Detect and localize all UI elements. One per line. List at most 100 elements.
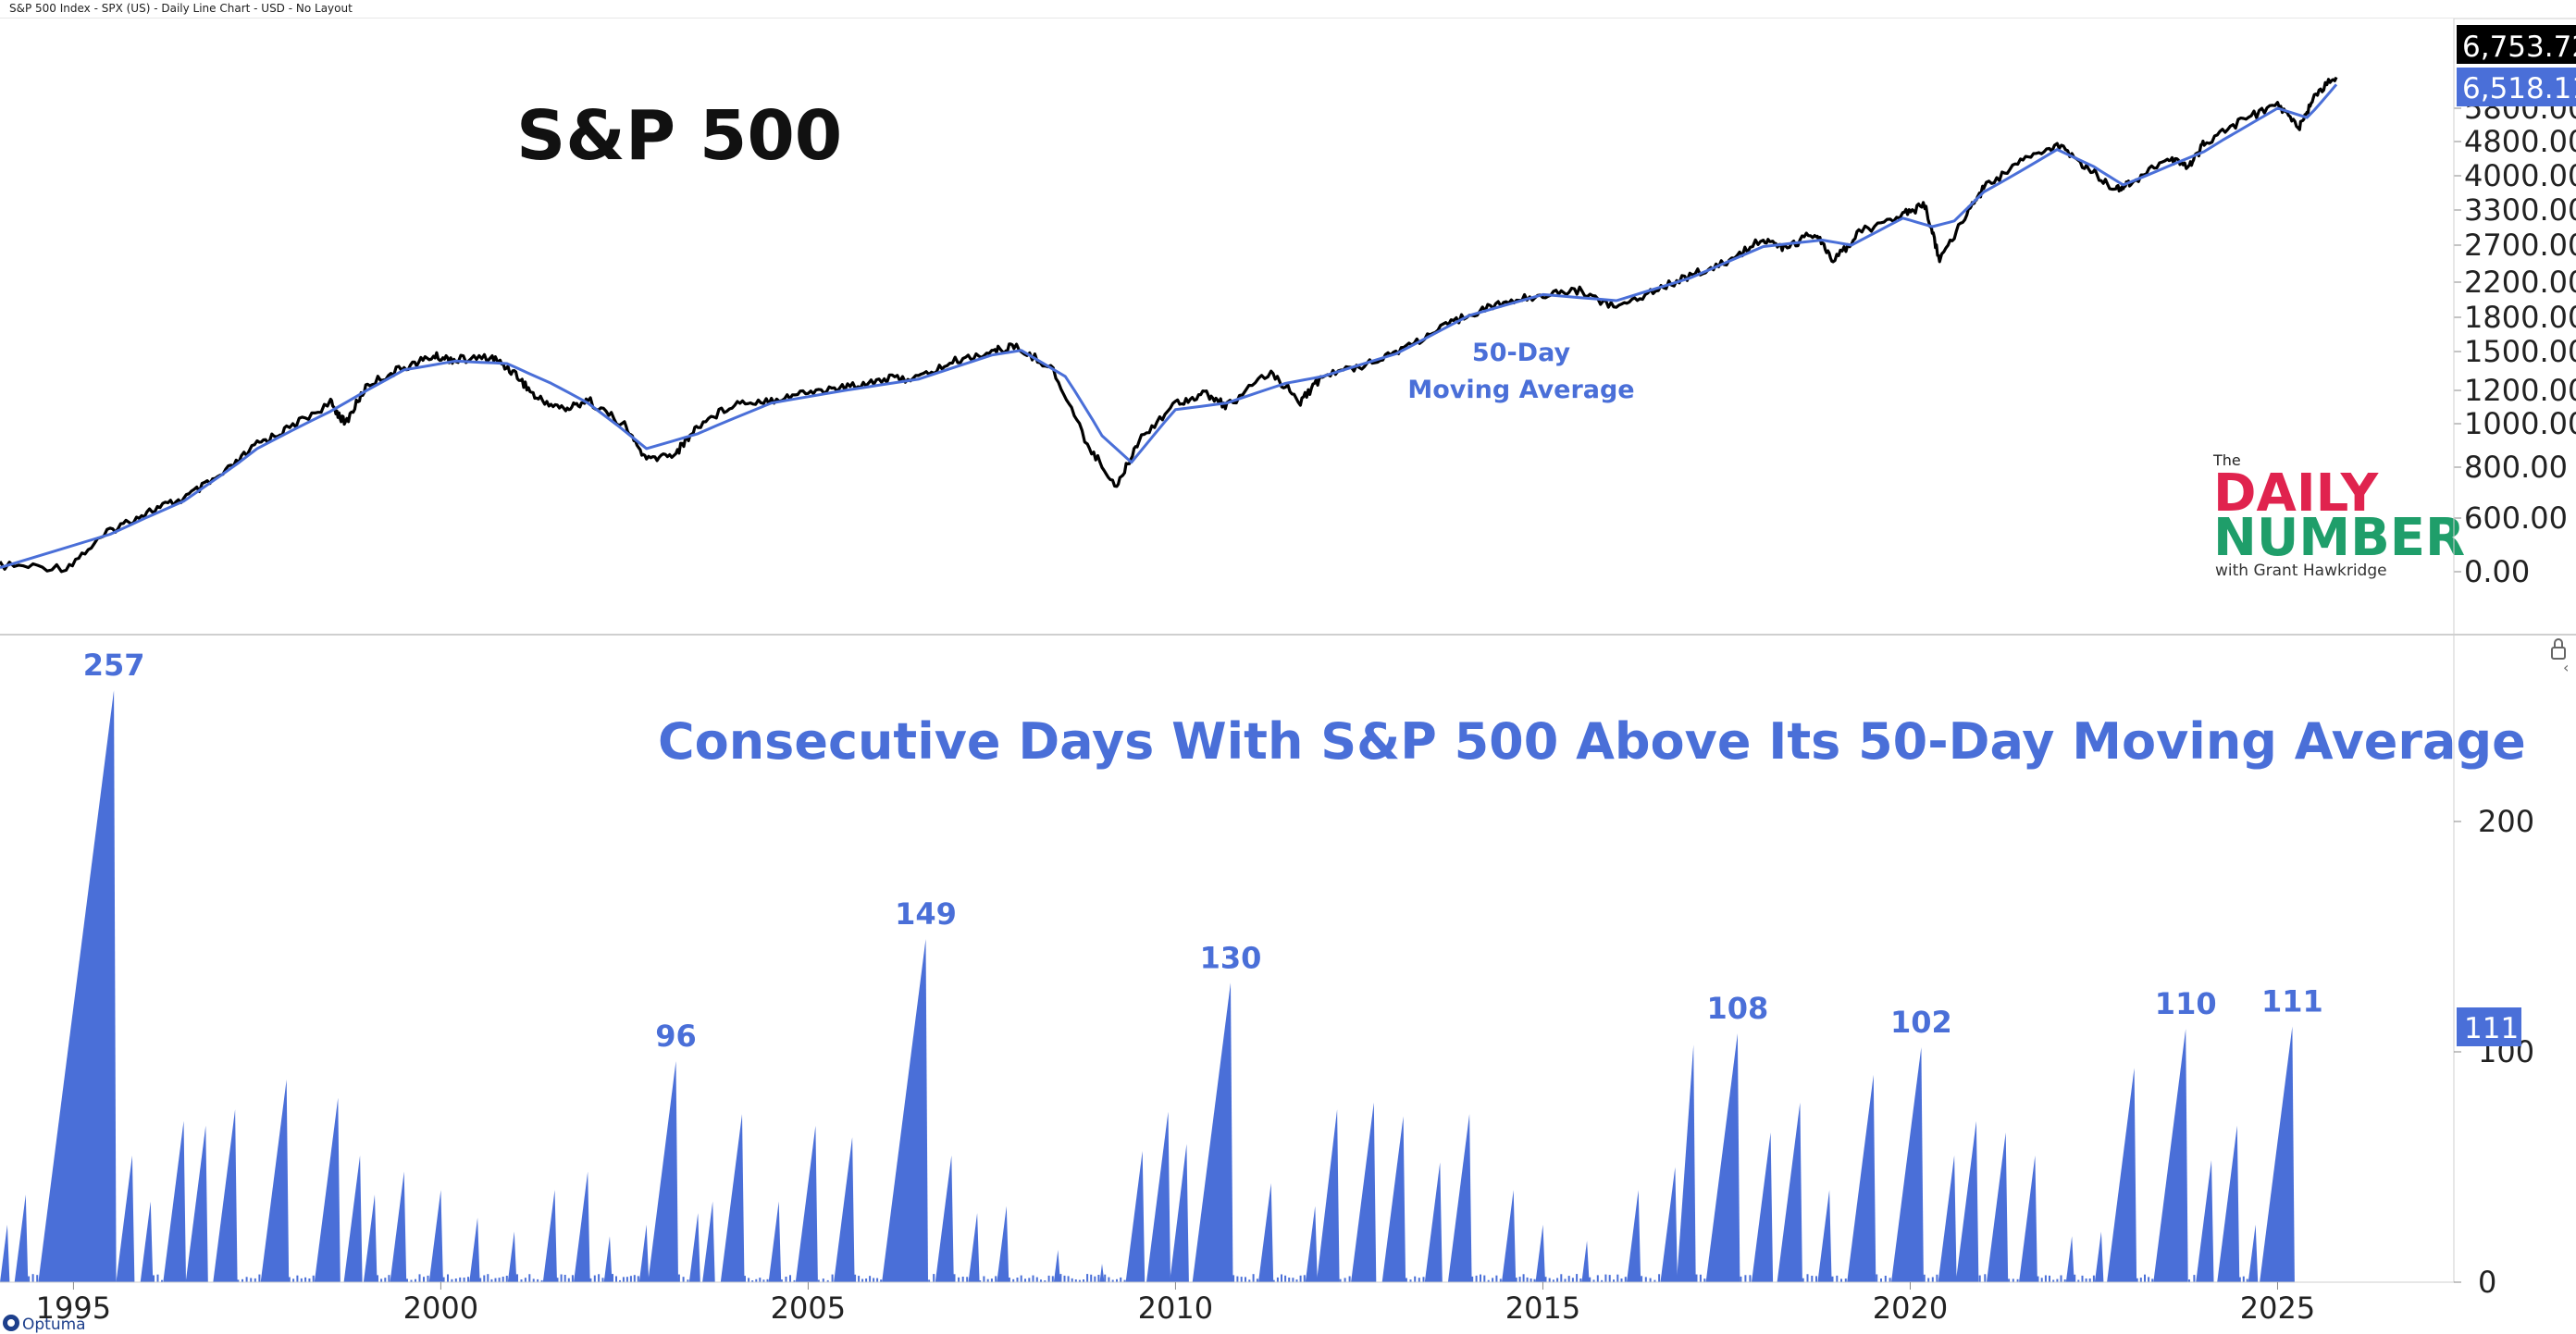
streak-filler — [1288, 1278, 1291, 1282]
streak-filler — [858, 1276, 861, 1282]
streak-run — [1258, 1182, 1274, 1282]
streak-filler — [961, 1277, 964, 1282]
streak-filler — [1604, 1274, 1607, 1282]
streak-filler — [1836, 1275, 1839, 1282]
streak-filler — [494, 1278, 497, 1282]
streak-filler — [2092, 1275, 2095, 1282]
streak-filler — [380, 1278, 383, 1282]
streak-filler — [766, 1278, 769, 1282]
streak-filler — [1094, 1276, 1096, 1282]
streak-filler — [1495, 1275, 1498, 1282]
streak-filler — [1695, 1274, 1698, 1282]
streak-filler — [1608, 1275, 1611, 1282]
streak-filler — [983, 1276, 985, 1282]
streak-filler — [2056, 1278, 2059, 1282]
streak-peak-label: 102 — [1890, 1005, 1952, 1040]
streak-filler — [560, 1274, 563, 1282]
streak-filler — [748, 1278, 750, 1282]
streak-run — [1627, 1190, 1641, 1282]
collapse-arrow-icon[interactable]: ‹ — [2563, 659, 2569, 676]
streak-filler — [388, 1275, 390, 1282]
streak-filler — [2242, 1276, 2245, 1282]
streak-panel[interactable]: Consecutive Days With S&P 500 Above Its … — [0, 638, 2569, 1300]
streak-filler — [619, 1279, 621, 1282]
streak-run — [390, 1171, 407, 1282]
streak-peak-labels: 257 96 149 130 108 102 110 111 — [83, 648, 2323, 1054]
streak-filler — [1292, 1278, 1294, 1282]
streak-filler — [1576, 1274, 1579, 1282]
streak-filler — [2063, 1279, 2066, 1282]
streak-filler — [467, 1277, 469, 1282]
moving-average-line — [0, 83, 2338, 570]
streak-filler — [1831, 1276, 1834, 1282]
streak-filler — [2193, 1275, 2196, 1282]
streak-filler — [1051, 1276, 1054, 1282]
streak-filler — [254, 1278, 256, 1282]
streak-run — [116, 1155, 135, 1282]
streak-run — [935, 1155, 954, 1282]
streak-filler — [1252, 1274, 1255, 1282]
streak-filler — [2238, 1277, 2241, 1282]
streak-filler — [1104, 1274, 1107, 1282]
streak-filler — [1744, 1275, 1747, 1282]
streak-run — [1660, 1167, 1678, 1282]
price-panel[interactable]: S&P 500 50-Day Moving Average 0.00 600.00… — [0, 19, 2576, 633]
streak-filler — [1552, 1279, 1554, 1282]
streak-filler — [1248, 1279, 1251, 1282]
streak-filler — [1240, 1277, 1243, 1282]
streak-run — [1891, 1047, 1924, 1282]
streak-filler — [1090, 1274, 1093, 1282]
streak-filler — [1889, 1278, 1891, 1282]
streak-filler — [415, 1278, 416, 1282]
streak-filler — [1884, 1276, 1887, 1282]
streak-filler — [2246, 1278, 2248, 1282]
streak-filler — [789, 1275, 791, 1282]
streak-filler — [1232, 1275, 1235, 1282]
streak-run — [1351, 1102, 1377, 1282]
streak-filler — [1984, 1274, 1987, 1282]
streak-filler — [817, 1279, 820, 1282]
x-tick-label: 2005 — [771, 1291, 846, 1326]
streak-filler — [2012, 1278, 2014, 1282]
streak-run — [702, 1201, 715, 1282]
price-y-tick-label: 3300.00 — [2464, 192, 2576, 228]
streak-filler — [1339, 1278, 1342, 1282]
streak-filler — [1040, 1279, 1042, 1282]
streak-filler — [933, 1274, 935, 1282]
streak-filler — [780, 1279, 783, 1282]
streak-filler — [589, 1278, 592, 1282]
streak-run — [997, 1205, 1009, 1282]
streak-run — [1424, 1162, 1443, 1282]
streak-filler — [979, 1280, 982, 1282]
streak-filler — [1024, 1278, 1026, 1282]
streak-filler — [1548, 1278, 1551, 1282]
streak-filler — [1409, 1279, 1412, 1282]
streak-filler — [296, 1275, 299, 1282]
streak-filler — [759, 1278, 762, 1282]
streak-filler — [28, 1276, 31, 1282]
chart-header-info: S&P 500 Index - SPX (US) - Daily Line Ch… — [9, 2, 353, 15]
streak-filler — [831, 1274, 834, 1282]
streak-run — [688, 1213, 700, 1282]
streak-run — [1170, 1143, 1189, 1282]
streak-chart-title: Consecutive Days With S&P 500 Above Its … — [658, 712, 2526, 771]
streak-filler — [622, 1277, 625, 1282]
streak-filler — [1483, 1275, 1486, 1282]
price-y-tick-label: 600.00 — [2464, 500, 2568, 536]
streak-run — [1817, 1190, 1832, 1282]
streak-run — [834, 1137, 855, 1282]
streak-filler — [1802, 1278, 1804, 1282]
streak-filler — [1303, 1275, 1306, 1282]
streak-filler — [1567, 1276, 1570, 1282]
streak-filler — [156, 1274, 159, 1282]
streak-filler — [1047, 1275, 1050, 1282]
streak-filler — [250, 1278, 253, 1282]
lock-icon[interactable] — [2551, 638, 2566, 660]
streak-run — [1938, 1155, 1957, 1282]
optuma-brand-text: Optuma — [22, 1315, 86, 1334]
streak-run — [1847, 1074, 1876, 1282]
streak-filler — [869, 1276, 872, 1282]
streak-filler — [1564, 1278, 1567, 1282]
streak-filler — [677, 1274, 680, 1282]
